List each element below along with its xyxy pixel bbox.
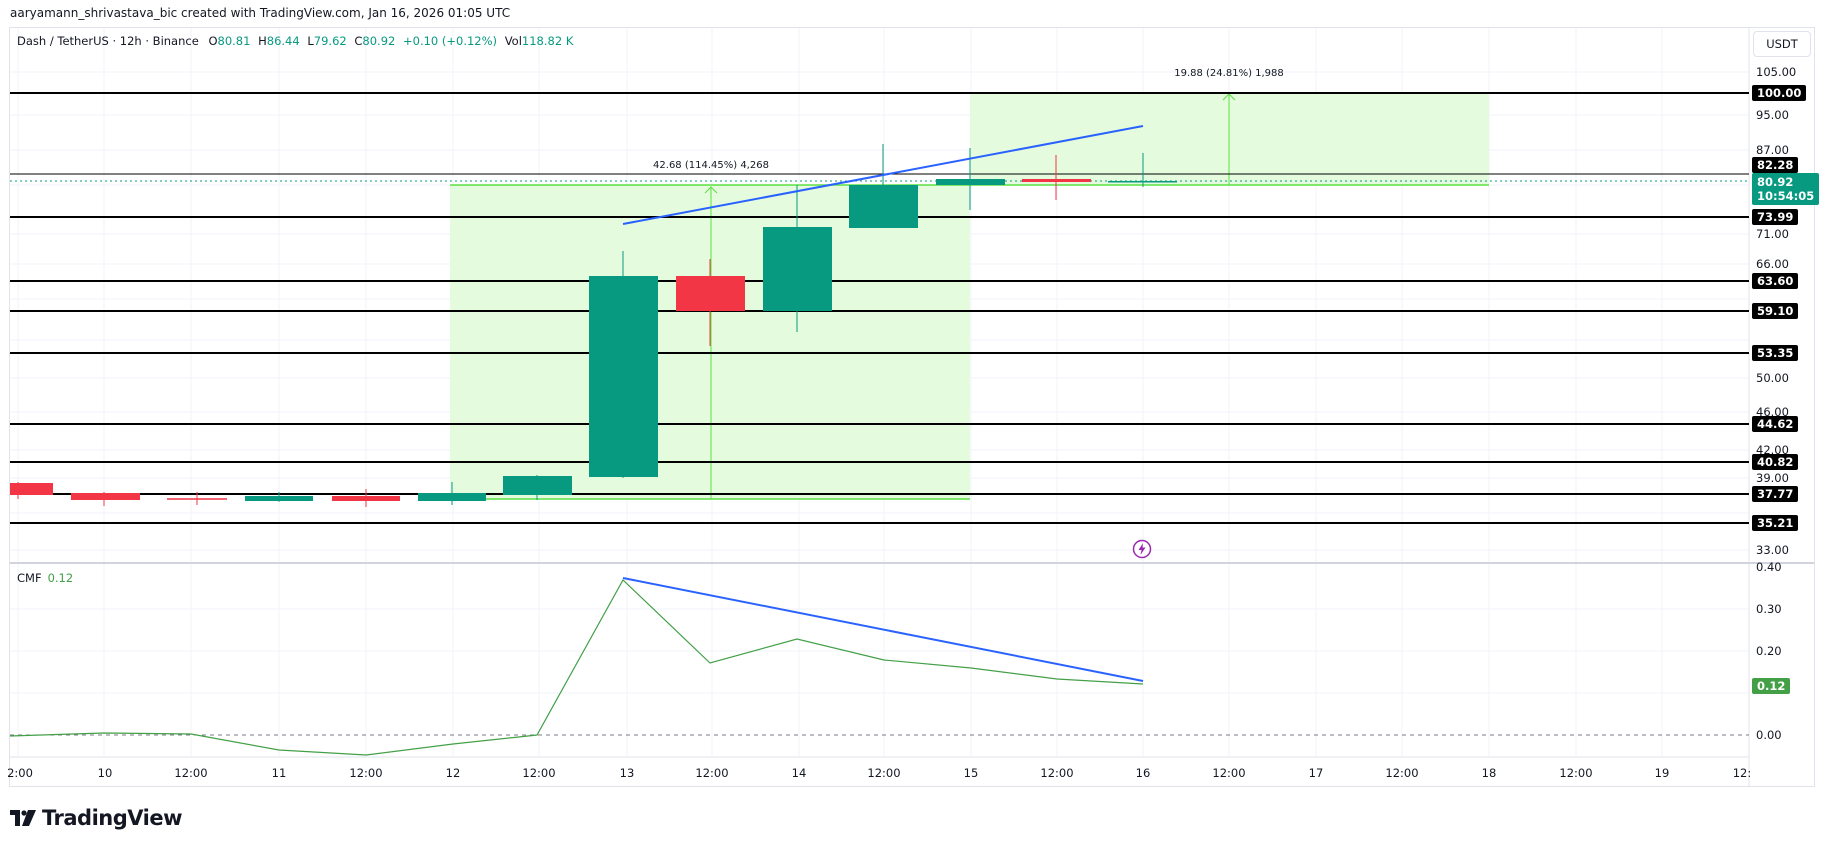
time-tick: 2:00	[7, 766, 33, 780]
level-tag: 82.28	[1752, 157, 1799, 173]
symbol-name[interactable]: Dash / TetherUS · 12h · Binance	[17, 34, 199, 48]
currency-button[interactable]: USDT	[1753, 31, 1811, 57]
level-tag: 40.82	[1752, 454, 1799, 470]
level-tag: 73.99	[1752, 209, 1799, 225]
cmf-label: CMF	[17, 571, 42, 585]
level-tag: 37.77	[1752, 486, 1799, 502]
horizontal-levels	[10, 92, 1749, 524]
level-tag: 59.10	[1752, 303, 1799, 319]
change-value: +0.10 (+0.12%)	[403, 34, 498, 48]
measure-label-2: 19.88 (24.81%) 1,988	[1174, 68, 1284, 79]
current-price-tag: 80.92 10:54:05	[1752, 173, 1820, 205]
price-tick: 71.00	[1756, 227, 1789, 241]
time-tick: 12:00	[1040, 766, 1074, 780]
price-tick: 87.00	[1756, 143, 1789, 157]
level-tag: 35.21	[1752, 515, 1799, 531]
cmf-tick: 0.20	[1756, 644, 1782, 658]
time-tick: 12:00	[1212, 766, 1246, 780]
close-value: 80.92	[362, 34, 396, 48]
cmf-line	[9, 579, 1144, 756]
measure-label-1: 42.68 (114.45%) 4,268	[653, 160, 769, 171]
bar-countdown: 10:54:05	[1757, 189, 1815, 203]
low-label: L	[307, 34, 314, 48]
price-tick: 42.00	[1756, 443, 1789, 457]
symbol-legend[interactable]: Dash / TetherUS · 12h · Binance O80.81 H…	[17, 34, 573, 48]
tradingview-wordmark: TradingView	[42, 806, 182, 830]
high-label: H	[258, 34, 267, 48]
time-tick: 14	[791, 766, 807, 780]
time-tick: 12:00	[695, 766, 729, 780]
price-tick: 105.00	[1756, 65, 1797, 79]
lightning-event-icon[interactable]	[1132, 539, 1152, 559]
cmf-value: 0.12	[47, 571, 74, 585]
cmf-legend[interactable]: CMF 0.12	[17, 571, 73, 585]
time-tick: 13	[619, 766, 635, 780]
time-tick: 12	[445, 766, 461, 780]
price-tick: 95.00	[1756, 108, 1789, 122]
time-tick: 12:00	[1385, 766, 1419, 780]
cmf-value-tag: 0.12	[1752, 678, 1791, 694]
cmf-tick: 0.30	[1756, 602, 1782, 616]
volume-value: 118.82 K	[521, 34, 574, 48]
volume-label: Vol	[504, 34, 522, 48]
time-tick: 16	[1135, 766, 1151, 780]
time-tick: 19	[1654, 766, 1670, 780]
high-value: 86.44	[266, 34, 300, 48]
current-price: 80.92	[1757, 175, 1794, 189]
open-label: O	[208, 34, 218, 48]
tradingview-logo[interactable]: TradingView	[10, 806, 182, 830]
candles	[10, 144, 1177, 507]
open-value: 80.81	[217, 34, 251, 48]
level-tag: 53.35	[1752, 345, 1799, 361]
time-tick: 12:	[1732, 766, 1752, 780]
time-tick: 12:00	[867, 766, 901, 780]
time-tick: 17	[1308, 766, 1324, 780]
level-tag: 44.62	[1752, 416, 1799, 432]
level-tag: 63.60	[1752, 273, 1799, 289]
chart-credit: aaryamann_shrivastava_bic created with T…	[10, 6, 511, 20]
time-tick: 12:00	[174, 766, 208, 780]
close-label: C	[354, 34, 363, 48]
price-tick: 46.00	[1756, 405, 1789, 419]
time-tick: 11	[271, 766, 287, 780]
price-tick: 66.00	[1756, 257, 1789, 271]
time-tick: 12:00	[349, 766, 383, 780]
time-tick: 12:00	[1559, 766, 1593, 780]
cmf-trendline	[622, 577, 1144, 682]
price-tick: 50.00	[1756, 371, 1789, 385]
cmf-tick: 0.00	[1756, 728, 1782, 742]
price-tick: 39.00	[1756, 471, 1789, 485]
time-tick: 10	[97, 766, 113, 780]
low-value: 79.62	[313, 34, 347, 48]
chart-frame	[9, 27, 1815, 787]
time-tick: 12:00	[522, 766, 556, 780]
time-tick: 15	[963, 766, 979, 780]
tradingview-logo-icon	[10, 810, 36, 826]
cmf-tick: 0.40	[1756, 560, 1782, 574]
price-tick: 33.00	[1756, 543, 1789, 557]
time-tick: 18	[1481, 766, 1497, 780]
level-tag: 100.00	[1752, 85, 1807, 101]
measure-box-2	[970, 92, 1489, 186]
price-trendline	[622, 125, 1144, 225]
